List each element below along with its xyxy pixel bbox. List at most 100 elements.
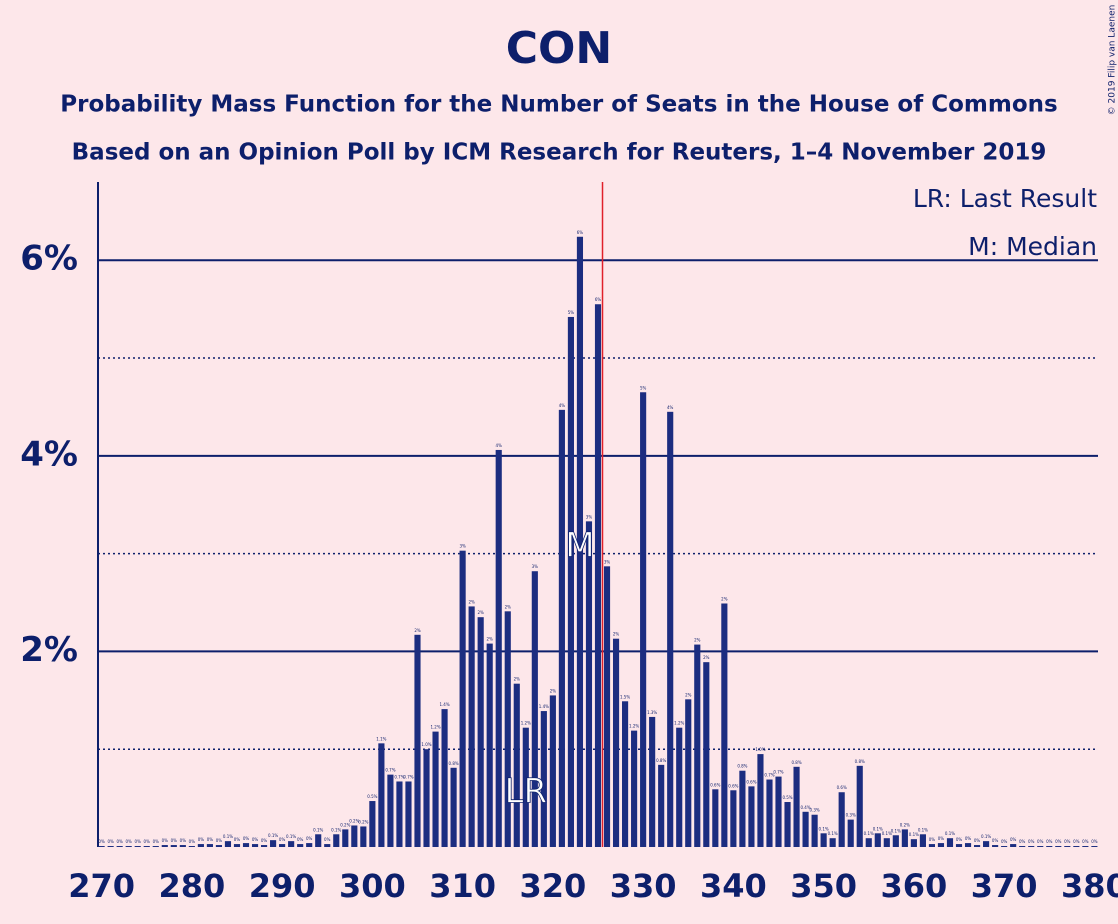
value-label: 0% [956,837,963,842]
x-tick-label: 340 [700,867,767,905]
bar [468,606,475,847]
value-label: 0.7% [773,770,783,775]
value-label: 0% [1037,839,1044,844]
value-label: 1.4% [439,702,449,707]
value-label: 2% [694,638,701,643]
bar [973,845,981,847]
chart-title: CON [506,23,613,74]
bar [594,304,602,847]
annotation: LR [505,772,548,812]
x-tick-label: 360 [880,867,947,905]
value-label: 2% [505,604,512,609]
value-label: 0.5% [782,795,792,800]
value-label: 0.4% [800,805,810,810]
bar [423,749,430,847]
bar [315,834,322,847]
value-label: 0.2% [340,822,350,827]
bar [1037,846,1044,847]
x-tick-label: 300 [339,867,406,905]
value-label: 0% [207,837,214,842]
value-label: 0.1% [981,834,991,839]
bar [242,843,250,847]
value-label: 0% [98,839,105,844]
value-label: 1.2% [521,721,531,726]
bar [992,845,999,847]
value-label: 0.3% [846,813,856,818]
value-label: 0% [1019,839,1026,844]
bar [739,770,746,847]
bar [1064,846,1071,847]
bar [585,521,593,847]
value-label: 1.1% [376,736,386,741]
bar [540,711,547,847]
value-label: 0% [1028,839,1035,844]
value-label: 4% [496,443,503,448]
value-label: 4% [667,405,674,410]
value-label: 0% [929,837,936,842]
bar [188,846,195,847]
bar [152,846,159,847]
bar [161,845,168,847]
value-label: 0.6% [710,782,720,787]
value-label: 1.4% [539,704,549,709]
legend-entry: M: Median [968,232,1097,261]
value-label: 0% [135,839,142,844]
bar [685,699,692,847]
bar [712,789,719,847]
value-label: 2% [613,632,620,637]
value-label: 0% [1073,839,1080,844]
value-label: 0% [1055,839,1062,844]
value-label: 0% [153,839,160,844]
bar [1091,846,1098,847]
bar [1019,846,1026,847]
annotation: M [565,526,594,566]
chart-subtitle: Based on an Opinion Poll by ICM Research… [72,140,1047,166]
bar [784,802,791,847]
value-label: 0.3% [810,808,820,813]
copyright: © 2019 Filip van Laenen [1108,5,1118,116]
bar [351,825,358,847]
bar [703,662,710,847]
bar [387,774,394,847]
bar [901,829,908,847]
bar [910,839,917,847]
bar [441,709,448,847]
value-label: 0% [1001,839,1008,844]
bar [297,844,304,847]
x-tick-label: 320 [519,867,586,905]
bar [874,833,881,847]
bar [224,841,232,847]
bar [1055,846,1062,847]
bar [342,829,349,847]
y-tick-label: 6% [20,239,78,279]
value-label: 0.6% [746,779,756,784]
value-label: 0% [1082,839,1089,844]
bar [892,835,899,847]
bar [179,845,186,847]
bar [270,840,277,847]
x-tick-label: 380 [1061,867,1118,905]
bar [143,846,150,847]
value-label: 2% [477,610,484,615]
bar [883,838,890,847]
bar [757,754,764,847]
value-label: 0.6% [837,785,847,790]
bar [360,826,367,847]
bar [667,411,674,847]
bar [306,843,313,847]
bar [459,550,466,847]
value-label: 0% [297,837,304,842]
value-label: 0.1% [223,834,233,839]
value-label: 0% [1010,837,1017,842]
bar [1028,846,1035,847]
value-label: 0% [324,837,331,842]
bar [558,409,565,847]
bar [134,846,141,847]
bar [946,838,954,847]
value-label: 0% [171,838,178,843]
bar [775,776,782,847]
x-tick-label: 280 [158,867,225,905]
value-label: 2% [721,596,728,601]
value-label: 0% [1091,839,1098,844]
